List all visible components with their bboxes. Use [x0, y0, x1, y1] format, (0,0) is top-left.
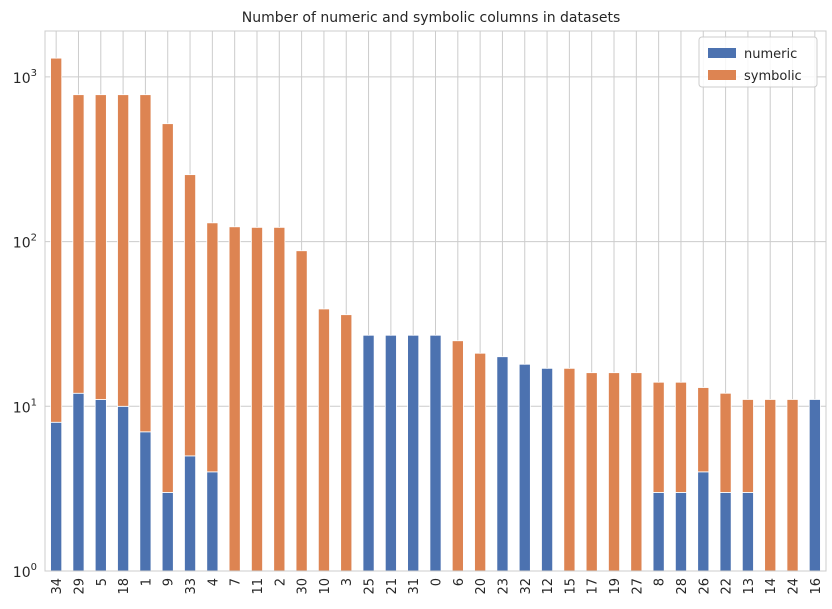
bar-symbolic-7 — [228, 226, 241, 572]
x-tick-label: 27 — [630, 578, 645, 595]
bar-symbolic-24 — [786, 399, 799, 572]
bar-symbolic-22 — [719, 392, 732, 493]
x-tick-label: 10 — [318, 578, 333, 595]
chart-title: Number of numeric and symbolic columns i… — [242, 10, 621, 26]
x-tick-label: 14 — [764, 578, 779, 595]
x-tick-label: 6 — [452, 578, 467, 586]
x-tick-label: 26 — [697, 578, 712, 595]
plot-frame — [44, 30, 827, 572]
bar-numeric-13 — [741, 492, 754, 572]
bar-symbolic-10 — [317, 308, 330, 572]
y-tick-label: 101 — [13, 397, 37, 416]
x-tick-label: 8 — [653, 578, 668, 586]
bar-symbolic-13 — [741, 399, 754, 493]
bar-symbolic-18 — [117, 94, 130, 407]
y-tick-label: 102 — [13, 233, 37, 252]
bar-numeric-26 — [697, 471, 710, 572]
bar-symbolic-26 — [697, 387, 710, 473]
x-tick-label: 3 — [340, 578, 355, 586]
y-tick-label: 103 — [13, 68, 37, 87]
bar-numeric-0 — [429, 334, 442, 572]
bar-symbolic-11 — [251, 226, 263, 572]
bars — [50, 57, 821, 572]
bar-numeric-4 — [206, 471, 219, 572]
legend: numeric symbolic — [698, 36, 818, 88]
x-tick-label: 32 — [519, 578, 534, 595]
bar-symbolic-30 — [295, 250, 308, 572]
bar-symbolic-6 — [451, 340, 464, 572]
x-tick-label: 15 — [563, 578, 578, 595]
bar-symbolic-20 — [474, 352, 487, 572]
bar-symbolic-2 — [273, 226, 286, 572]
bar-numeric-8 — [652, 492, 665, 572]
bar-symbolic-15 — [563, 367, 576, 572]
bar-symbolic-28 — [674, 381, 687, 493]
x-tick-label: 18 — [117, 578, 132, 595]
x-tick-label: 22 — [720, 578, 735, 595]
x-tick-label: 5 — [95, 578, 110, 586]
x-tick-label: 33 — [184, 578, 199, 595]
bar-numeric-28 — [674, 492, 687, 572]
x-tick-label: 0 — [430, 578, 445, 586]
x-axis-tick-labels: 34 29 5 18 1 9 33 4 7 11 2 30 10 3 25 21 31 0 6 20 23 32 12 15 1… — [50, 578, 824, 595]
bar-numeric-1 — [139, 431, 152, 572]
x-tick-label: 20 — [474, 578, 489, 595]
bar-numeric-23 — [496, 356, 509, 572]
bar-symbolic-29 — [72, 94, 85, 394]
bar-numeric-21 — [384, 334, 397, 572]
x-tick-label: 16 — [809, 578, 824, 595]
bar-symbolic-1 — [139, 94, 152, 433]
bar-symbolic-8 — [652, 381, 665, 493]
bar-symbolic-19 — [608, 372, 620, 572]
bar-numeric-16 — [808, 399, 821, 572]
x-tick-label: 1 — [139, 578, 154, 586]
bar-numeric-34 — [50, 421, 63, 572]
x-tick-label: 34 — [50, 578, 65, 595]
bar-symbolic-4 — [206, 222, 219, 473]
bar-symbolic-3 — [340, 314, 353, 572]
legend-swatch-numeric — [708, 48, 736, 58]
bar-symbolic-5 — [94, 94, 107, 400]
x-tick-label: 7 — [229, 578, 244, 586]
bar-numeric-31 — [407, 334, 420, 572]
y-axis-tick-labels: 100 101 102 103 — [13, 68, 37, 581]
x-tick-label: 17 — [586, 578, 601, 595]
x-tick-label: 12 — [541, 578, 556, 595]
x-tick-label: 28 — [675, 578, 690, 595]
x-tick-label: 25 — [363, 578, 378, 595]
x-tick-label: 2 — [273, 578, 288, 586]
legend-label-symbolic: symbolic — [744, 69, 802, 84]
bar-symbolic-27 — [630, 372, 643, 572]
bar-symbolic-17 — [585, 372, 598, 572]
x-tick-label: 23 — [496, 578, 511, 595]
bar-numeric-29 — [72, 392, 85, 572]
x-tick-label: 31 — [407, 578, 422, 595]
x-tick-label: 19 — [608, 578, 623, 595]
x-tick-label: 9 — [162, 578, 177, 586]
bar-numeric-33 — [184, 455, 197, 572]
bar-symbolic-33 — [184, 174, 197, 457]
bar-symbolic-14 — [764, 399, 777, 572]
x-tick-label: 11 — [251, 578, 266, 595]
x-tick-label: 21 — [385, 578, 400, 595]
bar-symbolic-9 — [161, 123, 174, 493]
legend-swatch-symbolic — [708, 70, 736, 80]
bar-symbolic-34 — [50, 57, 63, 423]
bar-numeric-18 — [117, 405, 130, 572]
x-tick-label: 29 — [72, 578, 87, 595]
legend-label-numeric: numeric — [744, 47, 797, 62]
bar-numeric-9 — [161, 492, 174, 572]
x-tick-label: 30 — [296, 578, 311, 595]
x-tick-label: 13 — [742, 578, 757, 595]
bar-numeric-22 — [719, 492, 732, 572]
bar-numeric-5 — [94, 399, 107, 572]
x-tick-label: 4 — [206, 578, 221, 586]
x-tick-label: 24 — [787, 578, 802, 595]
bar-numeric-25 — [362, 334, 375, 572]
y-tick-label: 100 — [13, 562, 37, 581]
bar-numeric-32 — [518, 363, 531, 572]
bar-numeric-12 — [541, 367, 554, 572]
